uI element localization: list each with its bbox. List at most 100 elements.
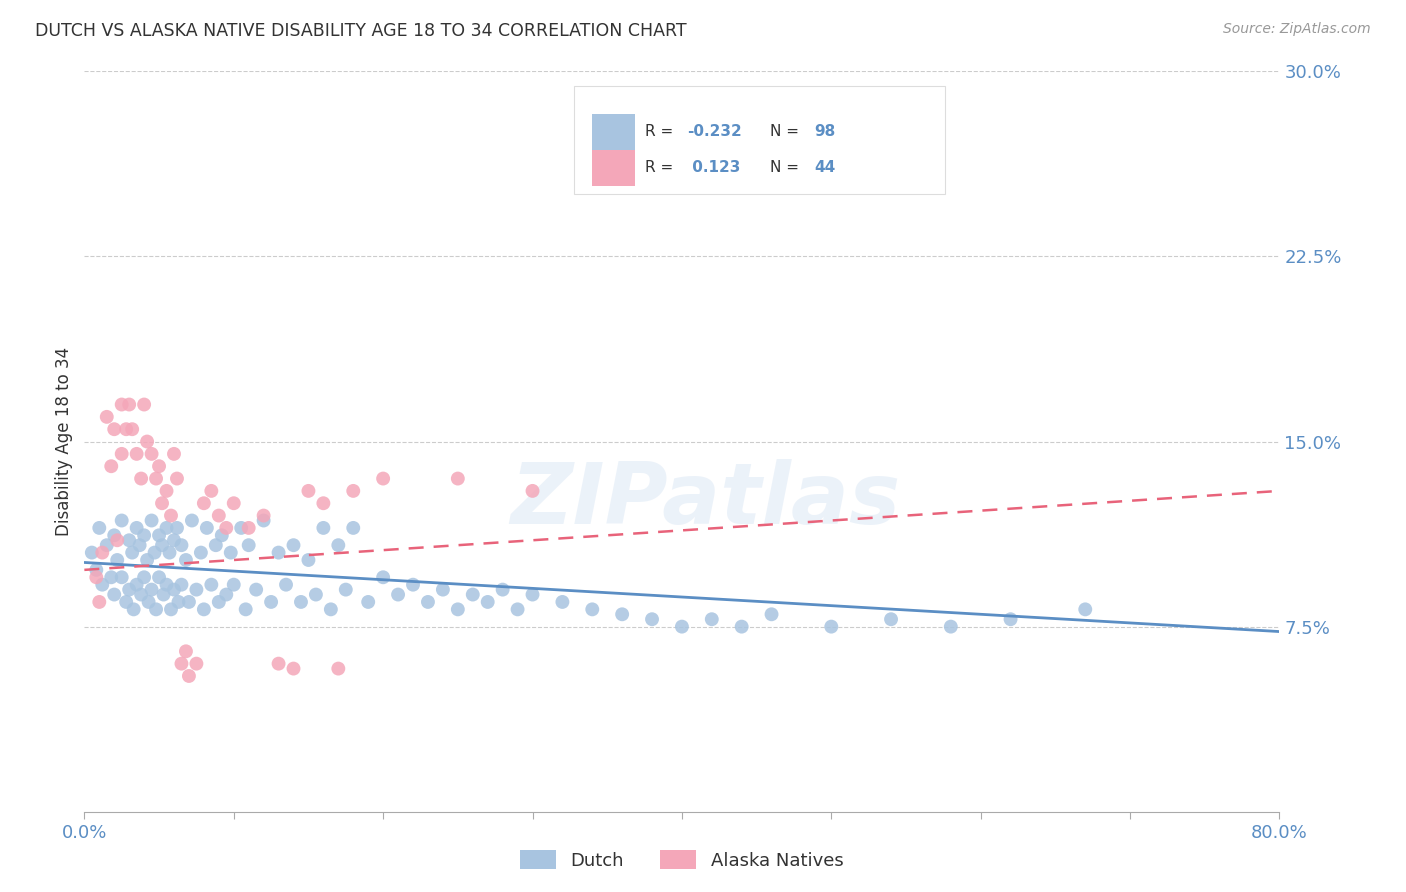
Text: 0.123: 0.123 — [686, 161, 740, 176]
Point — [118, 582, 141, 597]
Point — [132, 570, 156, 584]
Point — [267, 546, 290, 560]
Point — [253, 514, 276, 528]
Point — [357, 595, 380, 609]
Point — [111, 514, 134, 528]
Point — [297, 483, 319, 498]
Point — [170, 577, 193, 591]
Point — [190, 546, 212, 560]
Point — [96, 409, 118, 424]
Point — [150, 496, 173, 510]
Point — [612, 607, 634, 622]
Point — [342, 483, 364, 498]
Point — [222, 496, 245, 510]
Point — [231, 521, 253, 535]
Point — [260, 595, 283, 609]
Point — [200, 483, 222, 498]
Point — [148, 459, 170, 474]
Point — [200, 577, 222, 591]
Text: DUTCH VS ALASKA NATIVE DISABILITY AGE 18 TO 34 CORRELATION CHART: DUTCH VS ALASKA NATIVE DISABILITY AGE 18… — [35, 22, 686, 40]
Point — [700, 612, 723, 626]
Text: Source: ZipAtlas.com: Source: ZipAtlas.com — [1223, 22, 1371, 37]
Point — [1000, 612, 1022, 626]
Point — [208, 508, 231, 523]
Point — [215, 588, 238, 602]
Point — [177, 595, 200, 609]
Point — [111, 570, 134, 584]
Point — [174, 553, 197, 567]
Point — [328, 538, 350, 552]
Point — [432, 582, 454, 597]
Point — [136, 434, 159, 449]
Point — [125, 577, 148, 591]
Point — [132, 398, 156, 412]
Point — [373, 570, 395, 584]
Point — [373, 471, 395, 485]
Point — [121, 546, 143, 560]
Point — [136, 553, 159, 567]
Point — [238, 521, 260, 535]
Point — [219, 546, 242, 560]
Point — [129, 471, 152, 485]
Point — [125, 521, 148, 535]
Point — [939, 619, 962, 633]
Point — [143, 546, 166, 560]
Point — [319, 602, 342, 616]
Point — [86, 563, 108, 577]
Point — [283, 662, 305, 676]
Point — [132, 528, 156, 542]
Point — [152, 588, 174, 602]
Point — [211, 528, 233, 542]
Point — [335, 582, 357, 597]
Text: N =: N = — [770, 161, 804, 176]
Point — [305, 588, 328, 602]
Point — [167, 595, 190, 609]
Point — [111, 398, 134, 412]
Point — [461, 588, 484, 602]
Point — [125, 447, 148, 461]
Point — [641, 612, 664, 626]
Point — [159, 546, 181, 560]
Point — [477, 595, 499, 609]
FancyBboxPatch shape — [592, 113, 636, 150]
Point — [128, 538, 150, 552]
Point — [290, 595, 312, 609]
Text: R =: R = — [645, 124, 678, 139]
Text: ZIPatlas: ZIPatlas — [510, 459, 901, 542]
Point — [447, 602, 470, 616]
Point — [267, 657, 290, 671]
Point — [155, 483, 177, 498]
FancyBboxPatch shape — [575, 87, 945, 194]
Point — [118, 398, 141, 412]
Point — [148, 570, 170, 584]
Point — [222, 577, 245, 591]
Point — [89, 595, 111, 609]
Point — [342, 521, 364, 535]
Point — [761, 607, 783, 622]
Point — [115, 595, 138, 609]
Point — [160, 602, 183, 616]
Point — [880, 612, 903, 626]
Point — [91, 577, 114, 591]
Point — [166, 471, 188, 485]
Point — [297, 553, 319, 567]
Point — [215, 521, 238, 535]
Point — [100, 570, 122, 584]
Point — [103, 422, 125, 436]
Point — [105, 533, 128, 548]
Point — [551, 595, 574, 609]
Point — [121, 422, 143, 436]
Point — [312, 496, 335, 510]
Point — [163, 447, 186, 461]
Point — [522, 483, 544, 498]
Point — [105, 553, 128, 567]
Point — [193, 496, 215, 510]
Point — [148, 528, 170, 542]
Point — [402, 577, 425, 591]
Text: N =: N = — [770, 124, 804, 139]
Point — [96, 538, 118, 552]
Point — [145, 471, 167, 485]
Point — [312, 521, 335, 535]
Point — [177, 669, 200, 683]
Point — [118, 533, 141, 548]
